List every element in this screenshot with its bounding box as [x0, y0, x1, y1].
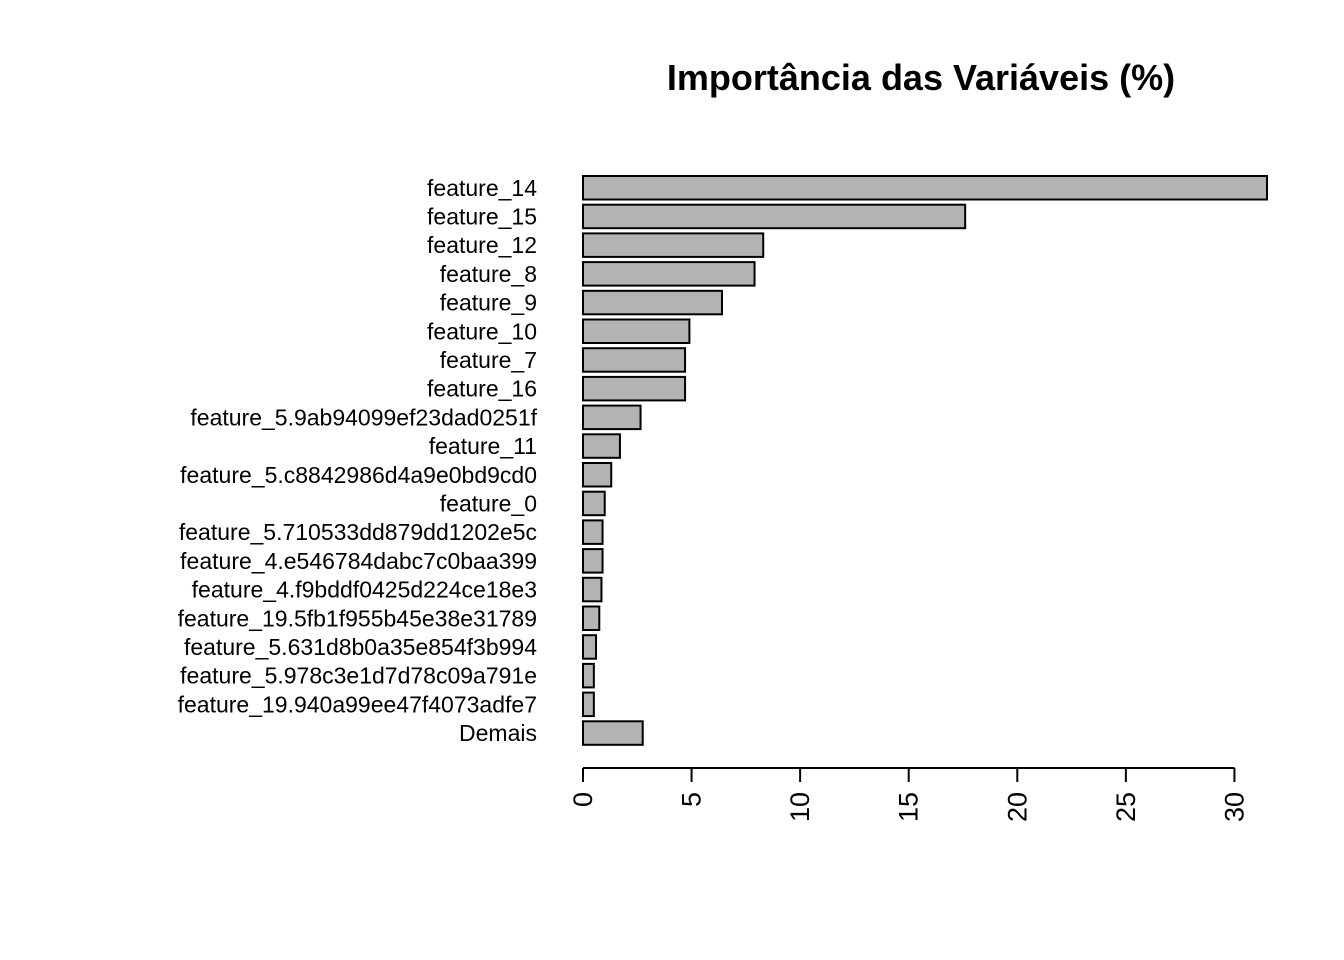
bar-2 — [582, 232, 765, 258]
x-axis: 0 5 10 15 20 25 30 — [568, 767, 1249, 822]
bar-12 — [582, 519, 604, 545]
bar-7 — [582, 375, 687, 402]
category-label-4: feature_9 — [440, 290, 537, 316]
bar-11 — [582, 490, 606, 517]
x-tick-label-6: 30 — [1219, 792, 1249, 822]
category-label-10: feature_5.c8842986d4a9e0bd9cd0 — [180, 462, 537, 488]
bar-17 — [582, 662, 595, 689]
bars-group — [582, 175, 1268, 746]
category-label-1: feature_15 — [427, 203, 537, 229]
bar-4 — [582, 289, 723, 316]
bar-5 — [582, 318, 691, 344]
bar-14 — [582, 576, 603, 603]
x-tick-label-5: 25 — [1111, 792, 1141, 822]
bar-18 — [582, 691, 595, 718]
x-tick-label-3: 15 — [894, 792, 924, 822]
category-label-13: feature_4.e546784dabc7c0baa399 — [180, 548, 537, 574]
chart-title: Importância das Variáveis (%) — [666, 57, 1176, 98]
category-label-12: feature_5.710533dd879dd1202e5c — [179, 519, 537, 545]
bar-9 — [582, 433, 621, 459]
bar-8 — [582, 404, 642, 431]
bar-13 — [582, 548, 604, 574]
x-tick-label-2: 10 — [785, 792, 815, 822]
bar-1 — [582, 203, 967, 230]
category-label-7: feature_16 — [427, 376, 537, 402]
category-label-16: feature_5.631d8b0a35e854f3b994 — [184, 634, 537, 660]
category-label-2: feature_12 — [427, 232, 537, 258]
x-tick-label-0: 0 — [568, 792, 598, 807]
category-label-15: feature_19.5fb1f955b45e38e31789 — [178, 605, 537, 631]
bar-16 — [582, 634, 598, 660]
category-label-18: feature_19.940a99ee47f4073adfe7 — [178, 691, 537, 717]
bar-3 — [582, 261, 756, 287]
category-label-3: feature_8 — [440, 261, 537, 287]
category-label-19: Demais — [459, 720, 537, 746]
category-label-0: feature_14 — [427, 175, 537, 201]
bar-6 — [582, 347, 687, 373]
bar-10 — [582, 462, 613, 488]
category-label-14: feature_4.f9bddf0425d224ce18e3 — [192, 577, 537, 603]
category-label-11: feature_0 — [440, 490, 537, 516]
bar-15 — [582, 605, 601, 631]
x-tick-label-1: 5 — [677, 792, 707, 807]
category-label-6: feature_7 — [440, 347, 537, 373]
category-label-17: feature_5.978c3e1d7d78c09a791e — [180, 663, 537, 689]
category-label-8: feature_5.9ab94099ef23dad0251f — [190, 404, 537, 430]
x-tick-label-4: 20 — [1002, 792, 1032, 822]
bar-19 — [582, 720, 644, 746]
bar-0 — [582, 175, 1268, 201]
category-label-9: feature_11 — [429, 433, 537, 459]
category-label-5: feature_10 — [427, 318, 537, 344]
